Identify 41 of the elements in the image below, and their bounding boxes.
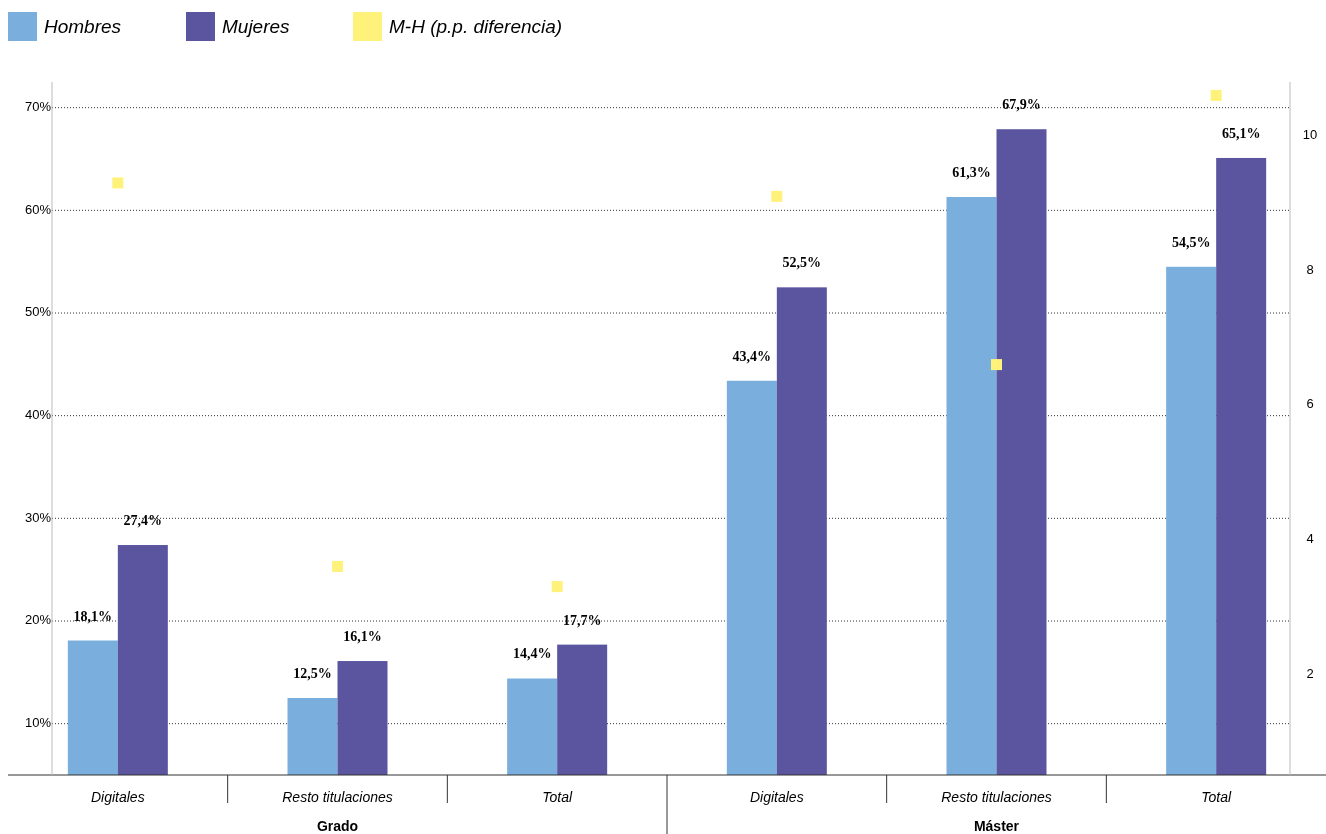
point — [991, 359, 1002, 371]
text: Grado — [316, 817, 359, 834]
legend-label: Mujeres — [222, 16, 291, 38]
data-label: 27,4% — [123, 513, 163, 529]
data-label: 17,7% — [562, 612, 602, 628]
y-tick-label: 40% — [24, 407, 52, 423]
data-label: 14,4% — [512, 646, 552, 662]
legend-label: Hombres — [44, 16, 122, 38]
y2-tick-label: 4 — [1306, 530, 1314, 546]
text: Máster — [973, 817, 1020, 834]
y2-tick-label: 10 — [1302, 127, 1318, 143]
data-label: 65,1% — [1221, 125, 1261, 141]
data-label: 52,5% — [782, 255, 822, 271]
x-tick-label: Resto titulaciones — [282, 788, 393, 805]
data-label: 67,9% — [1002, 97, 1041, 113]
y2-tick-label: 8 — [1306, 261, 1314, 277]
point — [332, 560, 343, 572]
data-label: 54,5% — [1171, 234, 1211, 250]
data-label: 12,5% — [293, 666, 332, 681]
y-tick-label: 10% — [24, 715, 52, 731]
data-label: 16,1% — [343, 629, 382, 645]
x-tick-label: Resto titulaciones — [941, 788, 1052, 805]
y2-tick-label: 6 — [1306, 396, 1314, 412]
point — [112, 177, 124, 189]
y-tick-label: 30% — [24, 509, 52, 525]
data-label: 61,3% — [952, 164, 991, 180]
y2-tick-label: 2 — [1306, 665, 1314, 681]
point — [1210, 89, 1222, 101]
point — [551, 581, 563, 593]
point — [771, 190, 783, 202]
x-tick-label: Total — [542, 788, 573, 805]
x-tick-label: Total — [1201, 788, 1232, 805]
y-tick-label: 70% — [24, 99, 52, 115]
y-tick-label: 50% — [24, 304, 52, 320]
y-tick-label: 60% — [24, 201, 52, 217]
x-tick-label: Digitales — [749, 788, 804, 805]
y-tick-label: 20% — [24, 612, 52, 628]
data-label: 18,1% — [73, 608, 113, 624]
data-label: 43,4% — [732, 348, 772, 364]
x-tick-label: Digitales — [90, 788, 145, 805]
legend-label: M-H (p.p. diferencia) — [389, 16, 563, 38]
